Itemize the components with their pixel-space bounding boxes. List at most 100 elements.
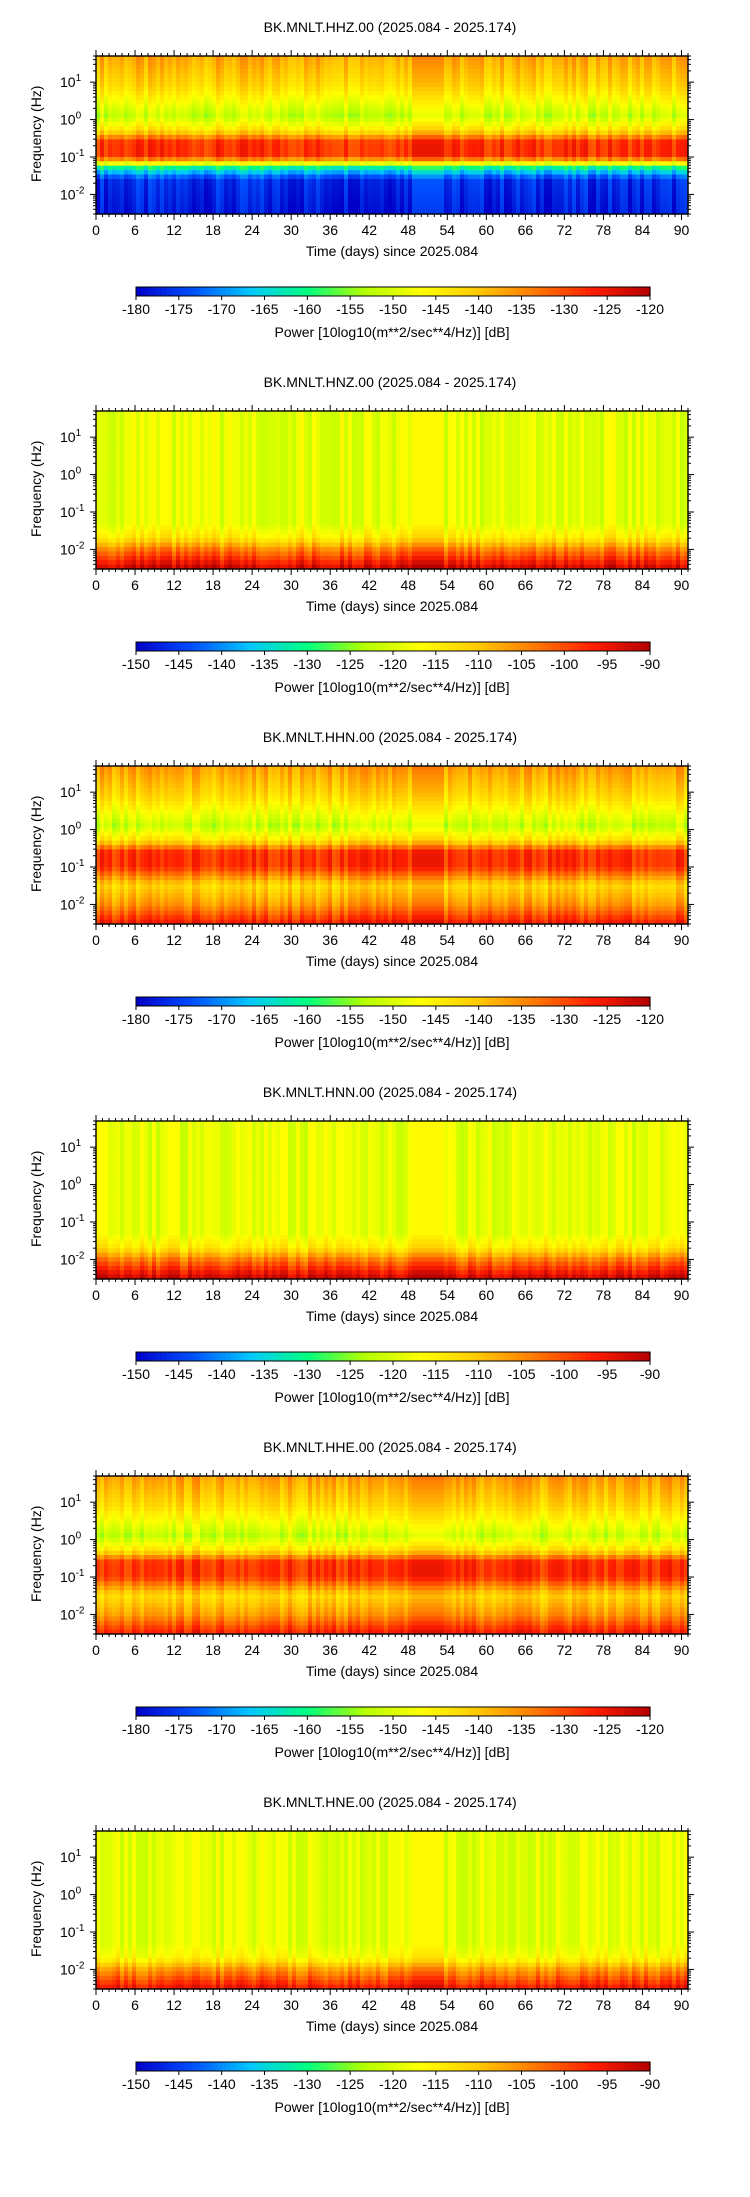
heatmap-cell xyxy=(624,126,629,132)
heatmap-cell xyxy=(500,121,505,127)
heatmap-cell xyxy=(640,165,645,171)
heatmap-cell xyxy=(240,91,245,97)
heatmap-cell xyxy=(284,108,289,114)
heatmap-cell xyxy=(636,139,641,145)
heatmap-cell xyxy=(108,69,113,75)
heatmap-cell xyxy=(204,82,209,88)
heatmap-cell xyxy=(352,73,357,79)
heatmap-cell xyxy=(176,200,181,206)
heatmap-cell xyxy=(288,126,293,132)
heatmap-cell xyxy=(616,121,621,127)
heatmap-cell xyxy=(280,161,285,167)
heatmap-cell xyxy=(552,205,557,211)
heatmap-cell xyxy=(512,77,517,83)
heatmap-cell xyxy=(204,205,209,211)
heatmap-cell xyxy=(224,209,229,215)
heatmap-cell xyxy=(620,126,625,132)
heatmap-cell xyxy=(276,148,281,154)
heatmap-cell xyxy=(400,148,405,154)
heatmap-cell xyxy=(436,130,441,136)
heatmap-cell xyxy=(492,178,497,184)
heatmap-cell xyxy=(192,205,197,211)
heatmap-cell xyxy=(268,117,273,123)
heatmap-cell xyxy=(500,135,505,140)
heatmap-cell xyxy=(564,91,569,97)
heatmap-cell xyxy=(588,69,593,75)
heatmap-cell xyxy=(404,113,409,119)
heatmap-cell xyxy=(600,161,605,167)
heatmap-cell xyxy=(560,77,565,83)
heatmap-cell xyxy=(256,117,261,123)
heatmap-cell xyxy=(588,73,593,79)
heatmap-cell xyxy=(512,192,517,198)
heatmap-cell xyxy=(152,95,157,101)
heatmap-cell xyxy=(200,205,205,211)
heatmap-cell xyxy=(184,156,189,162)
heatmap-cell xyxy=(288,192,293,198)
heatmap-cell xyxy=(568,117,573,123)
heatmap-cell xyxy=(364,117,369,123)
heatmap-cell xyxy=(164,139,169,145)
heatmap-cell xyxy=(488,148,493,154)
heatmap-cell xyxy=(552,156,557,162)
heatmap-cell xyxy=(128,56,133,61)
heatmap-cell xyxy=(272,205,277,211)
heatmap-cell xyxy=(224,130,229,136)
heatmap-cell xyxy=(408,183,413,189)
heatmap-cell xyxy=(380,99,385,105)
heatmap-cell xyxy=(564,113,569,119)
heatmap-cell xyxy=(408,121,413,127)
heatmap-cell xyxy=(608,82,613,88)
heatmap-cell xyxy=(180,139,185,145)
heatmap-cell xyxy=(280,192,285,198)
heatmap-cell xyxy=(232,156,237,162)
heatmap-cell xyxy=(616,99,621,105)
heatmap-cell xyxy=(288,73,293,79)
heatmap-cell xyxy=(532,139,537,145)
heatmap-cell xyxy=(512,117,517,123)
heatmap-cell xyxy=(252,196,257,202)
heatmap-cell xyxy=(376,196,381,202)
heatmap-cell xyxy=(152,56,157,61)
heatmap-cell xyxy=(424,196,429,202)
heatmap-cell xyxy=(196,99,201,105)
heatmap-cell xyxy=(444,143,449,149)
heatmap-cell xyxy=(548,156,553,162)
heatmap-cell xyxy=(412,187,417,193)
heatmap-cell xyxy=(552,99,557,105)
heatmap-cell xyxy=(468,209,473,215)
heatmap-cell xyxy=(160,99,165,105)
heatmap-cell xyxy=(500,139,505,145)
heatmap-cell xyxy=(596,130,601,136)
heatmap-cell xyxy=(192,56,197,61)
heatmap-cell xyxy=(156,205,161,211)
heatmap-cell xyxy=(144,183,149,189)
heatmap-cell xyxy=(316,205,321,211)
heatmap-cell xyxy=(480,161,485,167)
heatmap-cell xyxy=(404,82,409,88)
heatmap-cell xyxy=(192,165,197,171)
heatmap-cell xyxy=(644,209,649,215)
heatmap-cell xyxy=(288,104,293,110)
heatmap-cell xyxy=(264,108,269,114)
heatmap-cell xyxy=(596,187,601,193)
heatmap-cell xyxy=(176,95,181,101)
heatmap-cell xyxy=(464,139,469,145)
heatmap-cell xyxy=(252,117,257,123)
heatmap-cell xyxy=(368,77,373,83)
heatmap-cell xyxy=(196,108,201,114)
heatmap-cell xyxy=(120,108,125,114)
heatmap-cell xyxy=(368,183,373,189)
heatmap-cell xyxy=(240,69,245,75)
heatmap-cell xyxy=(260,117,265,123)
heatmap-cell xyxy=(328,130,333,136)
heatmap-cell xyxy=(384,143,389,149)
heatmap-cell xyxy=(544,95,549,101)
heatmap-cell xyxy=(440,165,445,171)
heatmap-cell xyxy=(396,170,401,176)
heatmap-cell xyxy=(332,183,337,189)
heatmap-cell xyxy=(104,91,109,97)
heatmap-cell xyxy=(548,99,553,105)
heatmap-cell xyxy=(212,152,217,158)
heatmap-cell xyxy=(460,64,465,70)
